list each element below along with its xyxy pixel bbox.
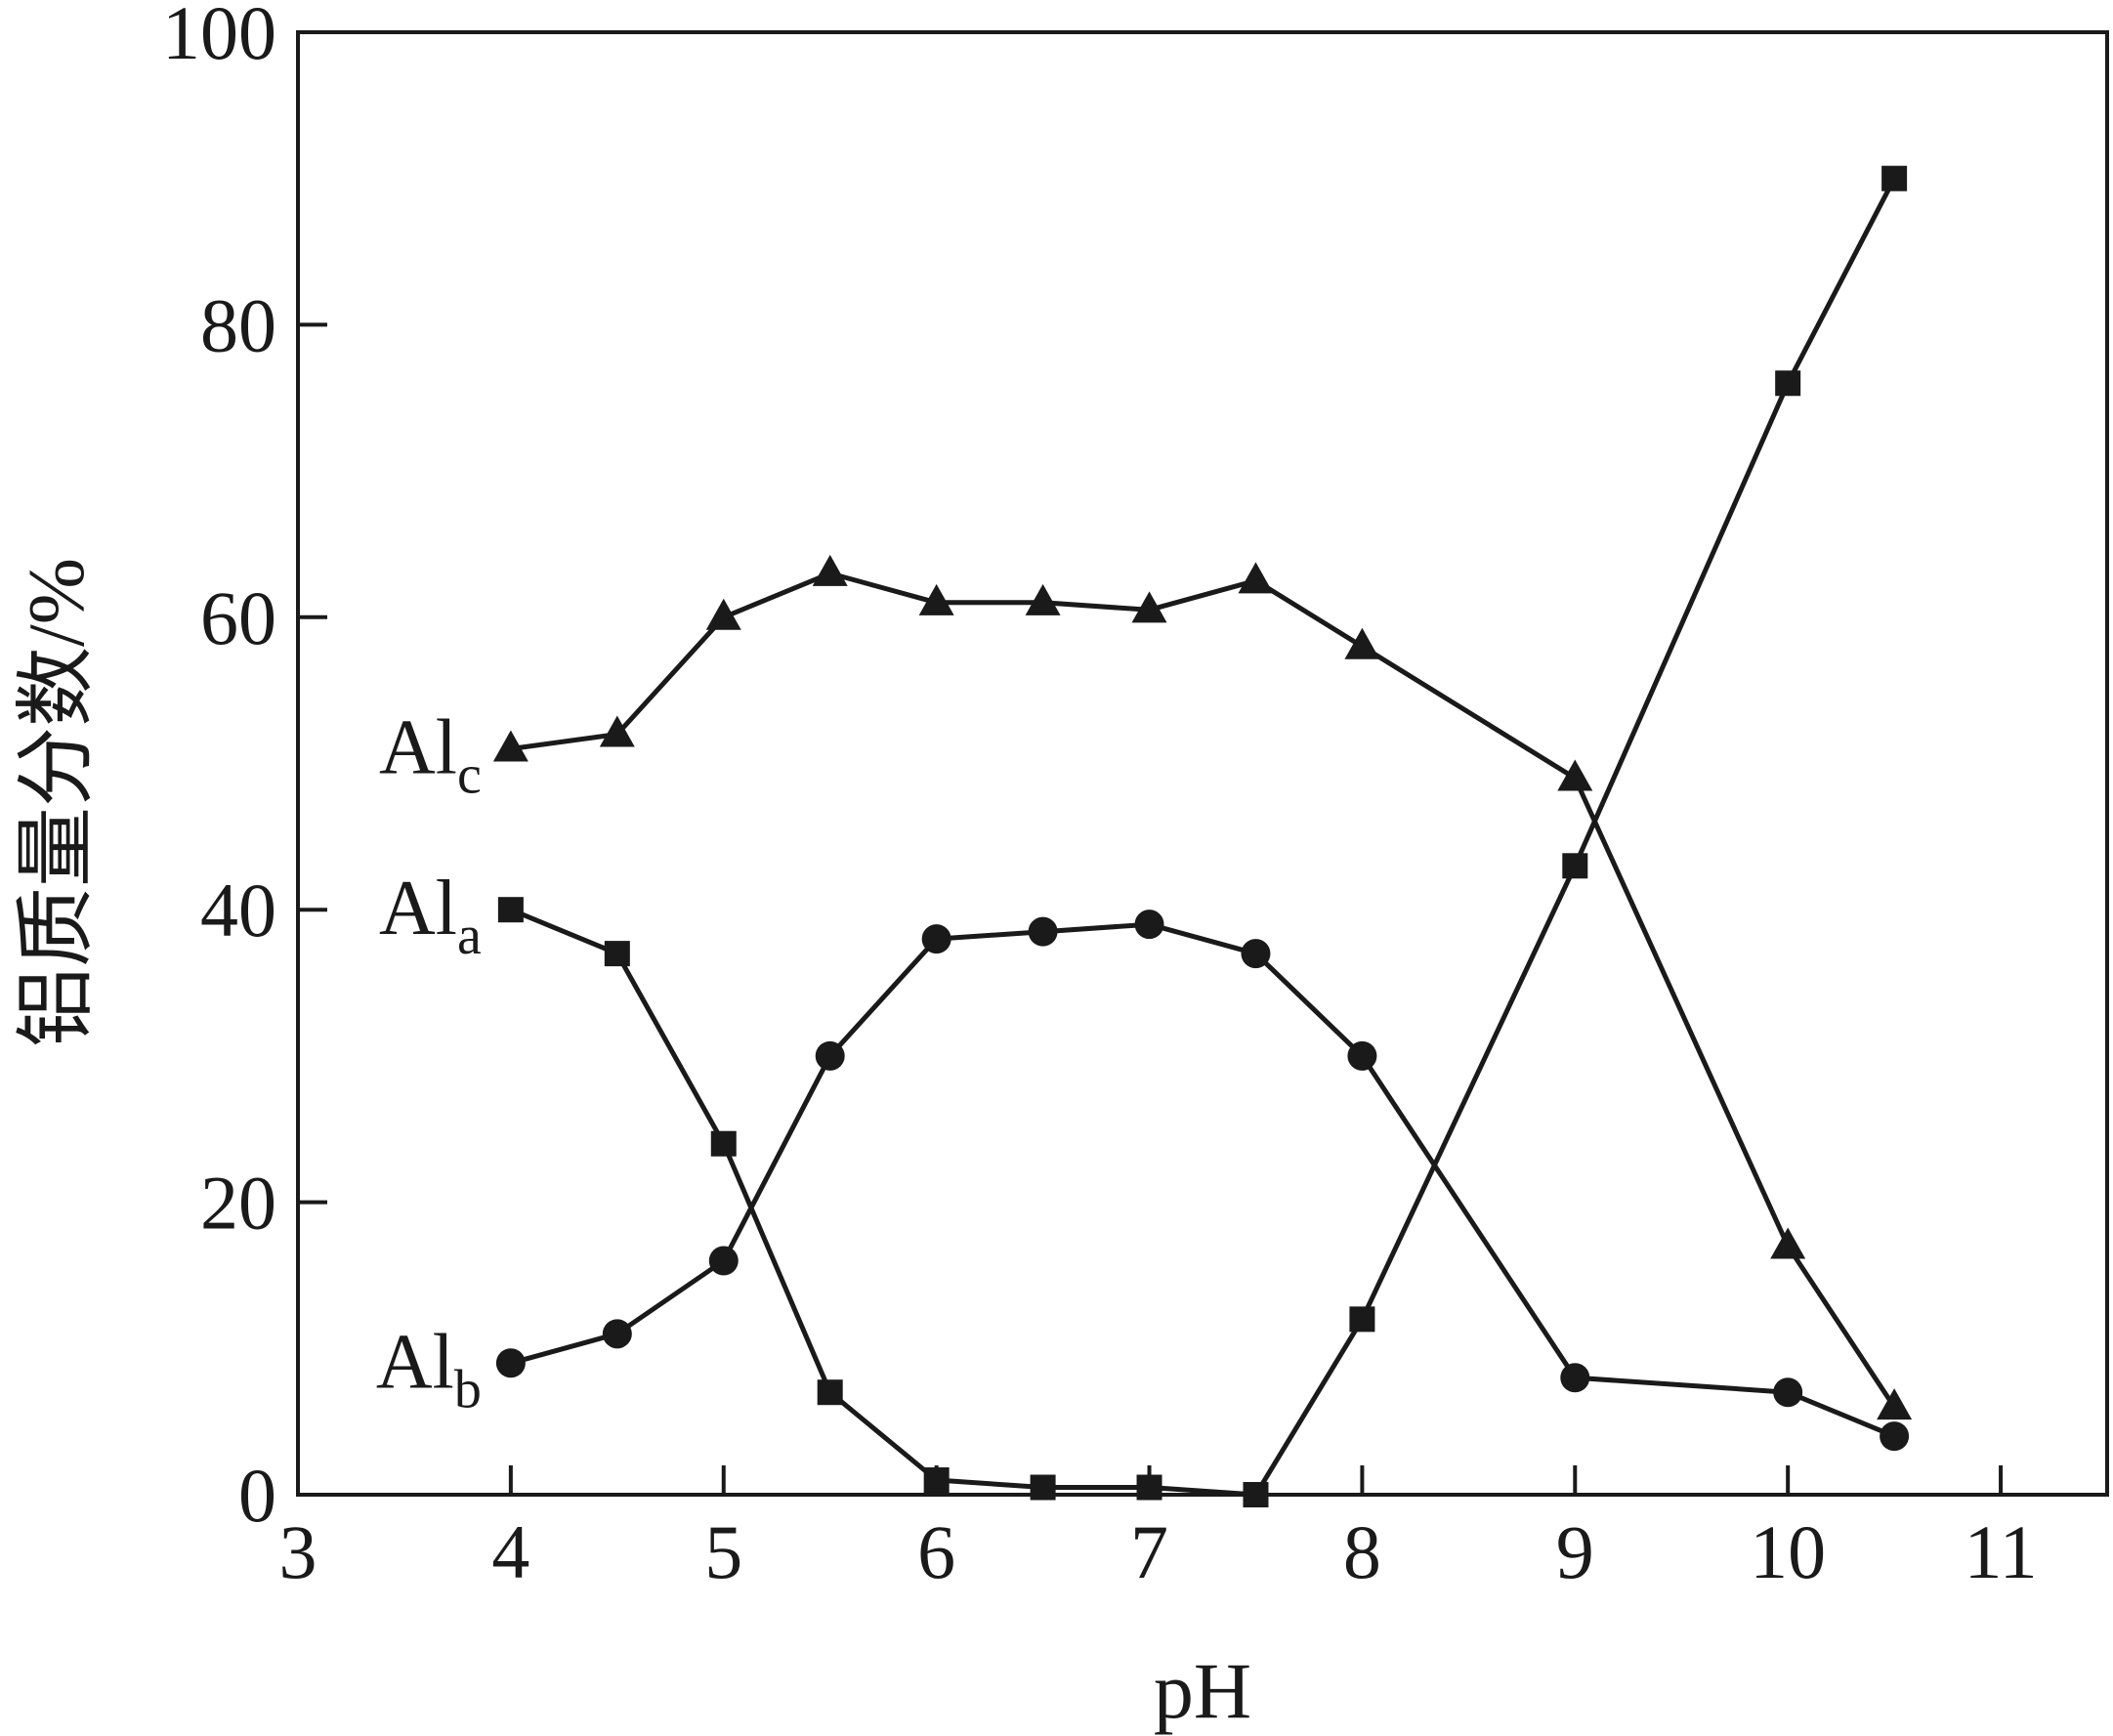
data-point	[599, 715, 635, 747]
series-label-Ala: Ala	[379, 866, 482, 966]
data-point	[812, 554, 848, 586]
y-tick-label: 100	[162, 0, 276, 75]
plot-frame	[296, 30, 2109, 1497]
data-point	[1238, 562, 1274, 594]
y-tick-label: 0	[238, 1453, 276, 1538]
x-tick-label: 8	[1343, 1509, 1381, 1594]
data-point	[1557, 759, 1593, 791]
plot-area-border	[296, 30, 2109, 1497]
data-point	[923, 1467, 950, 1494]
y-tick-label: 80	[200, 282, 276, 367]
data-point	[1030, 1474, 1056, 1501]
data-point	[1880, 1421, 1910, 1452]
series-line	[510, 571, 1897, 1409]
data-point	[1347, 1040, 1377, 1071]
data-point	[1770, 1227, 1806, 1259]
data-point	[708, 1246, 739, 1276]
series-labels: Alc Ala Alb	[376, 705, 482, 1420]
data-point	[1025, 583, 1061, 615]
x-tick-label: 7	[1130, 1509, 1168, 1594]
data-point	[1344, 627, 1380, 659]
data-point	[921, 924, 951, 954]
y-axis: 0 20 40 60 80 100	[162, 0, 327, 1538]
y-axis-title: 铝质量分数/%	[12, 558, 101, 1047]
data-point	[495, 1348, 526, 1378]
series-label-Alb: Alb	[376, 1319, 482, 1419]
data-point	[604, 941, 630, 967]
x-tick-label: 11	[1965, 1509, 2038, 1594]
y-tick-label: 40	[200, 868, 276, 953]
series-Alc	[492, 554, 1913, 1420]
data-point	[1131, 591, 1167, 623]
data-point	[815, 1040, 845, 1071]
data-point	[1881, 165, 1908, 191]
data-point	[705, 598, 741, 630]
data-point	[1773, 1377, 1803, 1408]
data-point	[817, 1379, 843, 1406]
data-point	[1562, 853, 1588, 879]
data-point	[1775, 370, 1801, 397]
data-point	[1560, 1363, 1590, 1393]
x-tick-label: 4	[491, 1509, 529, 1594]
series-Alb	[495, 910, 1910, 1452]
x-tick-label: 9	[1556, 1509, 1594, 1594]
data-point	[497, 897, 524, 923]
data-point	[1243, 1482, 1269, 1507]
series-label-Alc: Alc	[379, 705, 482, 806]
series-line	[510, 921, 1896, 1439]
x-tick-label: 6	[917, 1509, 955, 1594]
y-tick-label: 20	[200, 1161, 276, 1246]
data-point	[1136, 1474, 1162, 1501]
series-layer	[492, 165, 1913, 1507]
x-tick-label: 5	[704, 1509, 742, 1594]
data-point	[1877, 1388, 1913, 1420]
series-line	[509, 177, 1897, 1498]
x-tick-label: 10	[1750, 1509, 1826, 1594]
data-point	[1134, 910, 1164, 940]
data-point	[602, 1319, 632, 1349]
data-point	[492, 730, 528, 762]
series-Ala	[497, 165, 1908, 1507]
x-axis-title: pH	[1154, 1646, 1251, 1735]
data-point	[1241, 939, 1271, 969]
data-point	[710, 1130, 737, 1157]
data-point	[918, 583, 954, 615]
data-point	[1349, 1306, 1375, 1333]
x-tick-label: 3	[279, 1509, 317, 1594]
y-tick-label: 60	[200, 575, 276, 660]
data-point	[1028, 916, 1058, 947]
